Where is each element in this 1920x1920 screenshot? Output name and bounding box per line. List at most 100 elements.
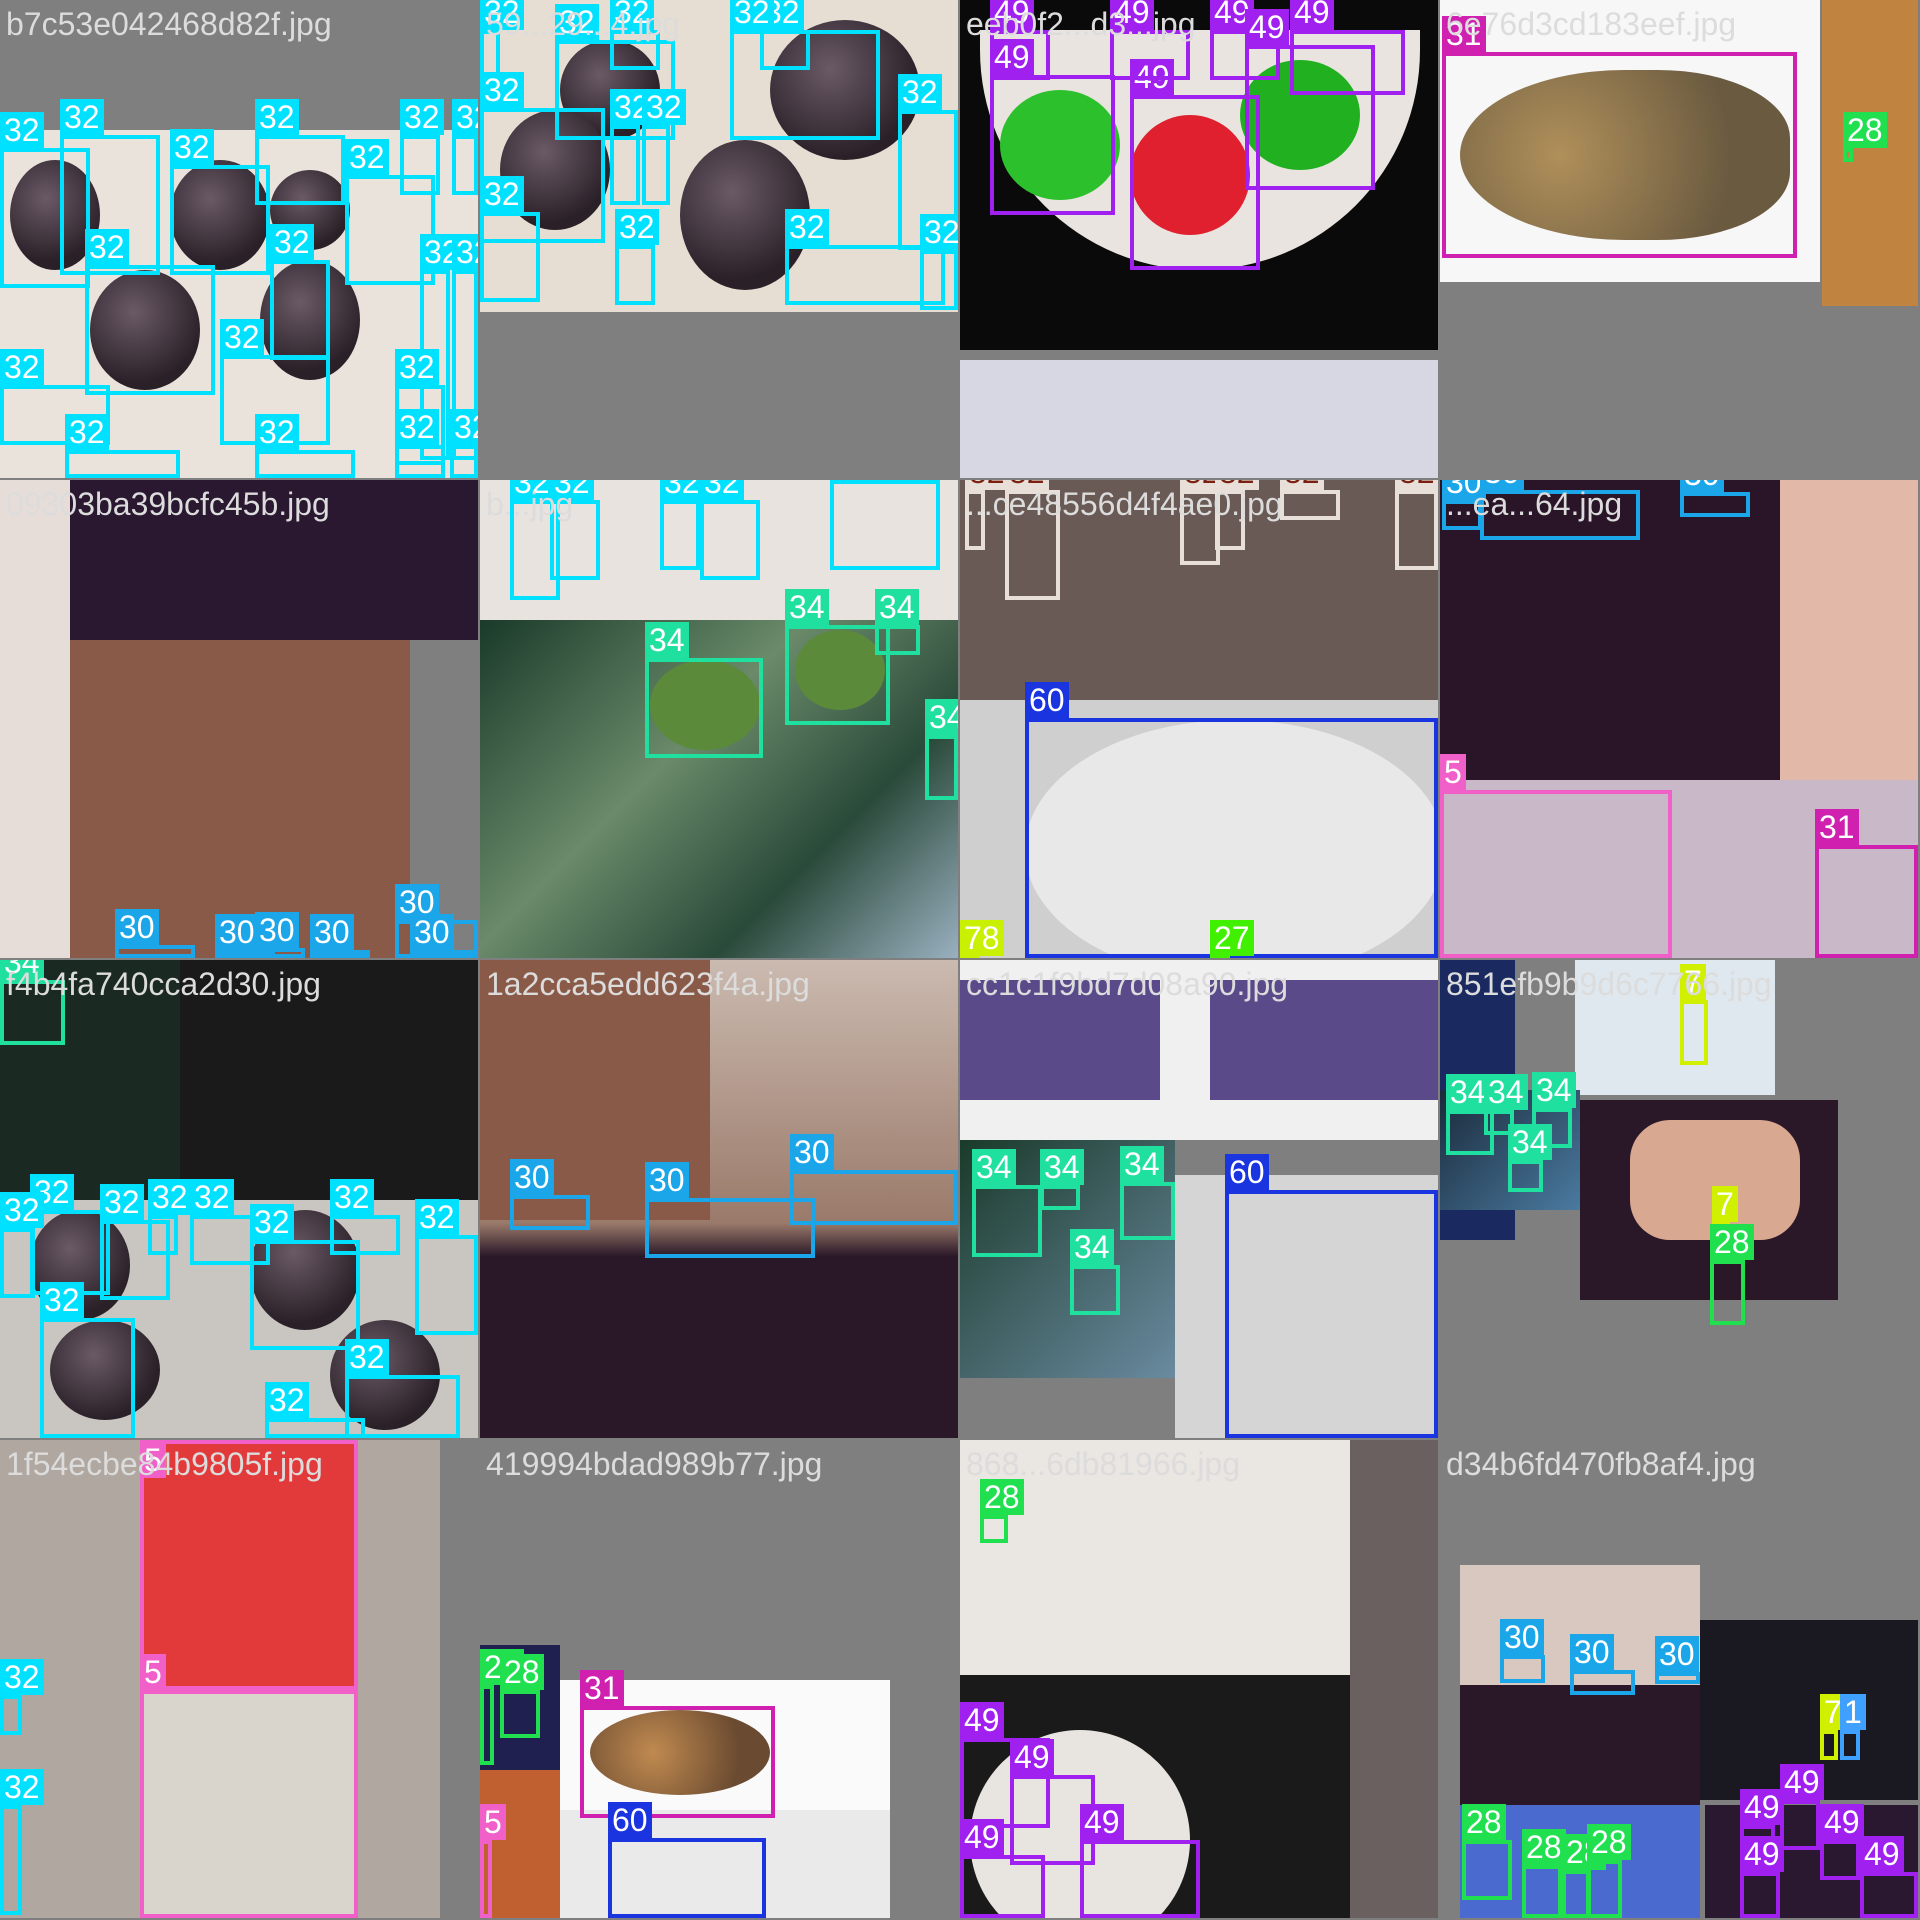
- fruit: [795, 630, 885, 710]
- class-label: 5: [140, 1654, 166, 1690]
- detection-box: 60: [1025, 682, 1438, 958]
- detection-box: 78: [960, 920, 1004, 958]
- detection-box: 32: [615, 209, 659, 305]
- detection-box: 34: [645, 622, 763, 758]
- bean: [260, 260, 360, 380]
- tile-16: d34b6fd470fb8af4.jpg 30 30 30 28 28 28 2…: [1440, 1440, 1918, 1918]
- class-label: 5: [140, 1442, 166, 1478]
- class-label: 32: [642, 89, 686, 125]
- detection-box: 34: [785, 589, 890, 725]
- class-label: 31: [1442, 16, 1486, 52]
- class-label: 28: [1710, 1224, 1754, 1260]
- detection-box: 34: [1120, 1146, 1175, 1240]
- detection-box: 7: [1712, 1186, 1738, 1262]
- class-label: 32: [0, 1769, 44, 1805]
- file-name: 6e76d3cd183eef.jpg: [1446, 6, 1737, 42]
- class-label: 32: [100, 1184, 144, 1220]
- tile-4: 6e76d3cd183eef.jpg 31 28: [1440, 0, 1918, 478]
- class-label: 34: [785, 589, 829, 625]
- photo: [1460, 1685, 1700, 1805]
- detection-box: 32: [220, 319, 330, 445]
- detection-box: 30: [1500, 1619, 1545, 1683]
- class-label: 5: [1440, 754, 1466, 790]
- detection-box: 5: [140, 1440, 358, 1690]
- class-label: 49: [1740, 1789, 1784, 1825]
- class-label: 49: [1740, 1836, 1784, 1872]
- detection-box: 28: [1522, 1829, 1566, 1918]
- class-label: 49: [960, 1819, 1004, 1855]
- class-label: 32: [40, 1282, 84, 1318]
- class-label: 49: [1110, 0, 1154, 30]
- detection-box: 49: [1290, 0, 1405, 95]
- detection-box: 34: [972, 1149, 1042, 1257]
- file-name: 868...6db81966.jpg: [966, 1446, 1241, 1482]
- detection-box: 32: [480, 72, 605, 243]
- detection-box: 34: [1484, 1074, 1528, 1135]
- bottle: [960, 980, 1160, 1100]
- tile-8: ...ea...64.jpg 30 30 30 5 31: [1440, 480, 1918, 958]
- detection-box: 32: [85, 229, 215, 395]
- detection-box: 32: [480, 0, 524, 110]
- class-label: 32: [610, 0, 654, 30]
- class-label: 28: [1843, 112, 1887, 148]
- class-label: 34: [972, 1149, 1016, 1185]
- detection-box: 32: [785, 209, 945, 305]
- detection-box: 30: [1655, 1636, 1700, 1684]
- detection-box: 5: [480, 1804, 506, 1918]
- class-label: 60: [1225, 1154, 1269, 1190]
- class-label: 34: [875, 589, 919, 625]
- tile-9: f4b4fa740cca2d30.jpg 34 32 32 32 32 32 3…: [0, 960, 478, 1438]
- detection-box: 60: [1225, 1154, 1438, 1438]
- detection-box: 82: [1395, 480, 1438, 570]
- class-label: 49: [990, 39, 1034, 75]
- bean: [170, 160, 270, 270]
- class-label: 32: [265, 1382, 309, 1418]
- can: [140, 1690, 355, 1918]
- class-label: 49: [1780, 1764, 1824, 1800]
- class-label: 32: [395, 409, 439, 445]
- class-label: 32: [0, 349, 44, 385]
- detection-box: 32: [270, 224, 330, 360]
- detection-box: 32: [170, 129, 270, 275]
- photo: [1780, 480, 1918, 780]
- photo: [180, 960, 478, 1200]
- detection-box: 82: [1280, 480, 1340, 520]
- tile-14: 419994bdad989b77.jpg 28 28 31 5 60: [480, 1440, 958, 1918]
- file-name: ...ce48556d4f4ae0.jpg: [966, 486, 1283, 522]
- class-label: 49: [1820, 1804, 1864, 1840]
- class-label: 32: [550, 480, 594, 500]
- file-name: 59...29...4.jpg: [486, 6, 680, 42]
- detection-box: 32: [610, 0, 660, 70]
- detection-box: 32: [452, 99, 478, 195]
- detection-box: 32: [555, 4, 675, 140]
- class-label: 32: [65, 414, 109, 450]
- detection-box: 34: [1446, 1074, 1494, 1155]
- class-label: 32: [480, 176, 524, 212]
- tile-7: ...ce48556d4f4ae0.jpg 82 82 82 82 82 82 …: [960, 480, 1438, 958]
- detection-box: 49: [1860, 1836, 1918, 1918]
- class-label: 32: [170, 129, 214, 165]
- class-label: 49: [1290, 0, 1334, 30]
- class-label: 30: [1500, 1619, 1544, 1655]
- brick-wall: [70, 640, 410, 958]
- class-label: 32: [190, 1179, 234, 1215]
- class-label: 60: [1025, 682, 1069, 718]
- class-label: 49: [990, 0, 1034, 30]
- class-label: 30: [1655, 1636, 1699, 1672]
- class-label: 5: [480, 1804, 506, 1840]
- detection-box: 28: [480, 1649, 524, 1765]
- detection-box: 28: [1462, 1804, 1512, 1900]
- class-label: 82: [1215, 480, 1259, 490]
- detection-box: 30: [215, 914, 275, 958]
- photo: [480, 1770, 560, 1918]
- file-name: b...jpg: [486, 486, 574, 522]
- detection-box: 30: [115, 909, 195, 958]
- detection-box: 32: [510, 480, 560, 600]
- class-label: 34: [645, 622, 689, 658]
- detection-box: 34: [1040, 1149, 1084, 1210]
- detection-box: 49: [1820, 1804, 1864, 1880]
- class-label: 30: [215, 914, 259, 950]
- tile-13: 1f54ecbe84b9805f.jpg 5 5 32 32: [0, 1440, 478, 1918]
- detection-box: 30: [1570, 1634, 1635, 1695]
- detection-box: 28: [1562, 1834, 1606, 1918]
